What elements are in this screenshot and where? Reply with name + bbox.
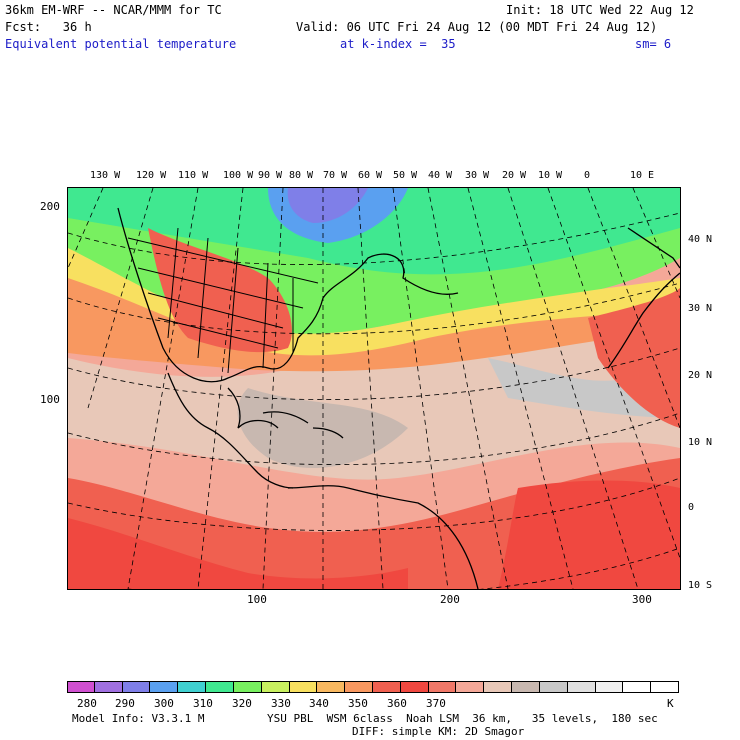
coastline-mexico [167, 372, 294, 489]
latitude-label: 40 N [688, 234, 713, 245]
longitude-label: 40 W [428, 170, 453, 181]
map-panel [67, 187, 681, 590]
colorbar-swatch [567, 681, 596, 693]
field-teal-north [68, 188, 680, 275]
colorbar-swatch [289, 681, 318, 693]
field-gray-patch [237, 388, 408, 468]
colorbar-tick-label: 370 [426, 697, 446, 710]
colorbar-swatch [122, 681, 151, 693]
longitude-label: 0 [584, 170, 591, 181]
longitude-label: 70 W [323, 170, 348, 181]
colorbar-swatch [484, 681, 513, 693]
colorbar [67, 681, 679, 693]
colorbar-swatch [178, 681, 207, 693]
longitude-label: 10 W [538, 170, 563, 181]
colorbar-swatch [67, 681, 95, 693]
colorbar-swatch [400, 681, 429, 693]
field-gray-patch-2 [488, 358, 680, 418]
longitude-label: 110 W [178, 170, 209, 181]
colorbar-swatch [623, 681, 652, 693]
longitude-label: 100 W [223, 170, 254, 181]
coastline-cuba [262, 411, 344, 439]
longitude-label: 80 W [289, 170, 314, 181]
field-orange-band [68, 278, 680, 372]
longitude-label: 60 W [358, 170, 383, 181]
init-time: Init: 18 UTC Wed 22 Aug 12 [506, 3, 694, 17]
colorbar-tick-label: 300 [154, 697, 174, 710]
latitude-label: 30 N [688, 303, 713, 314]
colorbar-swatch [150, 681, 179, 693]
diffusion-info: DIFF: simple KM: 2D Smagor [352, 725, 525, 738]
colorbar-tick-label: 320 [232, 697, 252, 710]
field-purple-north [287, 188, 368, 223]
colorbar-swatch [206, 681, 234, 693]
colorbar-tick-label: 310 [193, 697, 213, 710]
colorbar-swatch [456, 681, 485, 693]
smoothing-label: sm= 6 [635, 37, 672, 51]
field-level: at k-index = 35 [340, 37, 456, 51]
state-borders [127, 227, 319, 374]
coastline-africa [607, 272, 680, 369]
coastline-europe [627, 227, 680, 269]
longitude-label: 130 W [90, 170, 121, 181]
colorbar-swatch [539, 681, 568, 693]
colorbar-swatch [512, 681, 540, 693]
longitude-label: 30 W [465, 170, 490, 181]
colorbar-swatch [373, 681, 401, 693]
coastline-south-america [287, 485, 479, 589]
colorbar-tick-label: 290 [115, 697, 135, 710]
colorbar-tick-label: 360 [387, 697, 407, 710]
grid-label-bottom: 300 [632, 593, 652, 606]
grid-label-left: 100 [40, 393, 60, 406]
longitude-label: 10 E [630, 170, 655, 181]
colorbar-swatch [233, 681, 262, 693]
latitude-label: 10 N [688, 437, 713, 448]
grid-label-left: 200 [40, 200, 60, 213]
grid-label-bottom: 200 [440, 593, 460, 606]
longitude-label: 120 W [136, 170, 167, 181]
forecast-hour: Fcst: 36 h [5, 20, 92, 34]
field-name: Equivalent potential temperature [5, 37, 237, 51]
physics-info: YSU PBL WSM 6class Noah LSM 36 km, 35 le… [267, 712, 658, 725]
valid-time: Valid: 06 UTC Fri 24 Aug 12 (00 MDT Fri … [296, 20, 658, 34]
model-info: Model Info: V3.3.1 M [72, 712, 205, 725]
colorbar-swatch [261, 681, 290, 693]
longitude-label: 50 W [393, 170, 418, 181]
colorbar-tick-label: 280 [77, 697, 97, 710]
colorbar-swatch [317, 681, 346, 693]
colorbar-tick-label: 340 [309, 697, 329, 710]
coastline-yucatan [227, 387, 279, 429]
model-title: 36km EM-WRF -- NCAR/MMM for TC [5, 3, 222, 17]
longitude-label: 20 W [502, 170, 527, 181]
colorbar-swatch [428, 681, 457, 693]
colorbar-tick-label: K [667, 697, 674, 710]
latitude-label: 20 N [688, 370, 713, 381]
colorbar-swatch [94, 681, 123, 693]
colorbar-tick-label: 350 [348, 697, 368, 710]
theta-e-field [68, 188, 680, 589]
colorbar-swatch [345, 681, 373, 693]
latitude-label: 10 S [688, 580, 713, 591]
latitude-label: 0 [688, 502, 695, 513]
colorbar-frame [67, 681, 679, 693]
colorbar-tick-label: 330 [271, 697, 291, 710]
field-red-africa [588, 288, 680, 428]
colorbar-swatch [595, 681, 624, 693]
graticule [68, 188, 680, 589]
grid-label-bottom: 100 [247, 593, 267, 606]
field-deep-red-se [498, 480, 680, 589]
field-deep-red-sw [68, 518, 408, 589]
longitude-label: 90 W [258, 170, 283, 181]
